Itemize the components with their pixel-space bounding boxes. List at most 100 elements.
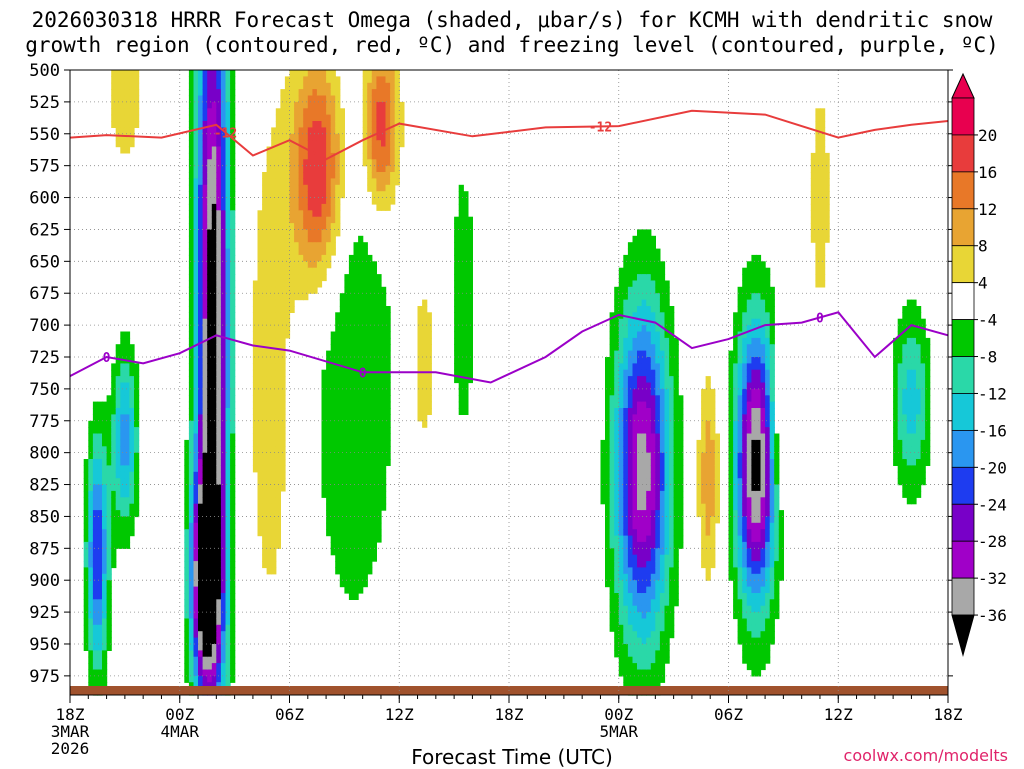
omega-cell	[230, 82, 236, 90]
omega-cell	[760, 497, 766, 505]
omega-cell	[193, 522, 199, 530]
omega-cell	[755, 433, 762, 441]
omega-cell	[760, 395, 766, 403]
omega-cell	[728, 433, 734, 441]
omega-cell	[321, 274, 327, 282]
omega-cell	[271, 280, 277, 288]
omega-cell	[207, 197, 213, 205]
omega-cell	[678, 427, 684, 435]
omega-cell	[262, 490, 268, 498]
omega-cell	[225, 561, 231, 569]
omega-cell	[193, 420, 199, 428]
omega-cell	[184, 580, 190, 588]
omega-cell	[198, 663, 204, 671]
omega-cell	[271, 286, 277, 294]
omega-cell	[371, 121, 377, 128]
omega-cell	[422, 388, 428, 396]
omega-cell	[376, 312, 382, 320]
omega-cell	[728, 414, 734, 422]
omega-cell	[463, 401, 469, 409]
omega-cell	[202, 223, 208, 231]
omega-cell	[207, 114, 213, 122]
omega-cell	[737, 357, 743, 364]
omega-cell	[637, 401, 643, 409]
omega-cell	[266, 510, 272, 518]
omega-cell	[609, 408, 615, 415]
omega-cell	[362, 510, 368, 518]
omega-cell	[659, 612, 666, 620]
omega-cell	[307, 70, 313, 77]
omega-cell	[111, 433, 117, 441]
omega-cell	[348, 274, 355, 282]
omega-cell	[211, 446, 217, 454]
omega-cell	[339, 178, 345, 186]
omega-cell	[326, 516, 332, 524]
omega-cell	[220, 165, 227, 173]
omega-cell	[632, 656, 638, 664]
omega-cell	[134, 114, 140, 122]
omega-cell	[198, 159, 204, 167]
omega-cell	[376, 446, 382, 454]
omega-cell	[618, 529, 624, 537]
omega-cell	[376, 490, 382, 498]
omega-cell	[618, 395, 624, 403]
omega-cell	[202, 172, 208, 179]
omega-cell	[193, 140, 199, 148]
omega-cell	[650, 682, 656, 690]
omega-cell	[230, 484, 236, 492]
omega-cell	[746, 529, 752, 537]
omega-cell	[275, 369, 281, 377]
omega-cell	[216, 82, 222, 90]
omega-cell	[618, 280, 624, 288]
omega-cell	[262, 465, 268, 473]
omega-cell	[458, 280, 464, 288]
omega-cell	[303, 178, 309, 186]
omega-cell	[710, 490, 716, 498]
omega-cell	[618, 497, 624, 505]
omega-cell	[188, 529, 195, 537]
omega-cell	[632, 663, 638, 671]
omega-cell	[348, 331, 355, 339]
omega-cell	[330, 235, 336, 243]
omega-cell	[737, 624, 743, 632]
omega-cell	[646, 465, 652, 473]
omega-cell	[760, 522, 766, 530]
omega-cell	[184, 656, 190, 664]
omega-cell	[198, 624, 204, 632]
omega-cell	[669, 586, 675, 594]
omega-cell	[605, 541, 611, 549]
omega-cell	[655, 395, 661, 403]
omega-cell	[362, 274, 368, 282]
omega-cell	[330, 490, 336, 498]
omega-cell	[289, 184, 295, 192]
omega-cell	[627, 490, 634, 498]
omega-cell	[627, 395, 634, 403]
omega-cell	[454, 350, 460, 358]
omega-cell	[230, 223, 236, 231]
omega-cell	[207, 497, 213, 505]
omega-cell	[202, 325, 208, 333]
omega-cell	[330, 459, 336, 466]
omega-cell	[225, 593, 231, 600]
omega-cell	[399, 108, 405, 116]
omega-cell	[134, 452, 140, 460]
omega-cell	[362, 108, 368, 116]
omega-cell	[193, 344, 199, 352]
omega-cell	[120, 95, 126, 103]
omega-cell	[655, 401, 661, 409]
omega-cell	[623, 395, 629, 403]
omega-cell	[339, 293, 345, 301]
omega-cell	[623, 548, 629, 556]
omega-cell	[605, 369, 611, 377]
omega-cell	[765, 357, 771, 364]
omega-cell	[701, 459, 707, 466]
omega-cell	[289, 293, 295, 301]
omega-cell	[664, 344, 670, 352]
omega-cell	[257, 248, 263, 256]
omega-cell	[742, 535, 748, 543]
omega-cell	[385, 427, 391, 435]
omega-cell	[760, 408, 766, 415]
omega-cell	[376, 401, 382, 409]
omega-cell	[627, 414, 634, 422]
omega-cell	[385, 152, 391, 160]
